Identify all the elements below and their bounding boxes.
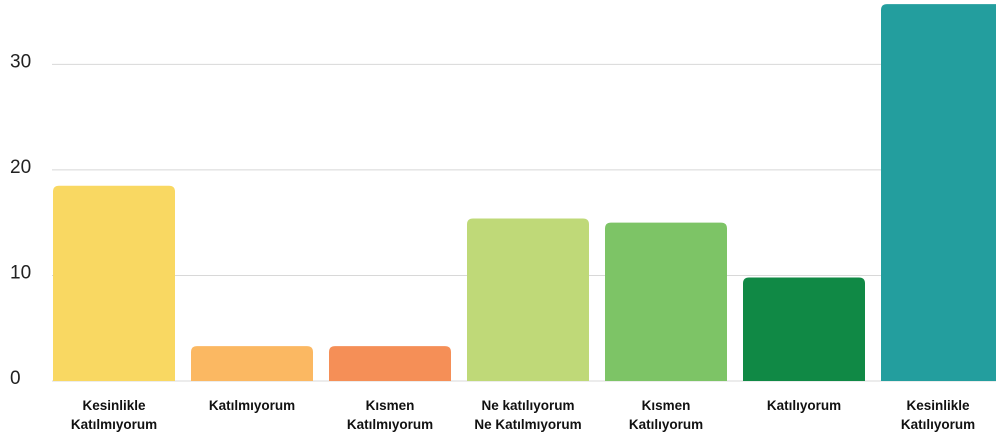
- bar: [467, 218, 589, 381]
- bar: [881, 4, 996, 381]
- x-tick-label: Kısmen Katılıyorum: [628, 398, 704, 432]
- bar: [329, 346, 451, 381]
- x-tick-label: Kısmen Katılmıyorum: [346, 398, 434, 432]
- x-tick-label: Kesinlikle Katılıyorum: [900, 398, 976, 432]
- bar: [743, 277, 865, 381]
- x-tick-label: Katılıyorum: [766, 398, 842, 413]
- y-tick-label: 10: [10, 262, 31, 283]
- x-tick-label: Katılmıyorum: [208, 398, 296, 413]
- x-tick-label: Ne katılıyorum Ne Katılmıyorum: [474, 398, 582, 432]
- y-tick-label: 30: [10, 51, 31, 72]
- bar: [53, 185, 175, 381]
- y-tick-label: 20: [10, 157, 31, 178]
- y-tick-label: 0: [10, 368, 21, 389]
- bar: [191, 346, 313, 381]
- bar: [605, 222, 727, 381]
- x-tick-label: Kesinlikle Katılmıyorum: [70, 398, 158, 432]
